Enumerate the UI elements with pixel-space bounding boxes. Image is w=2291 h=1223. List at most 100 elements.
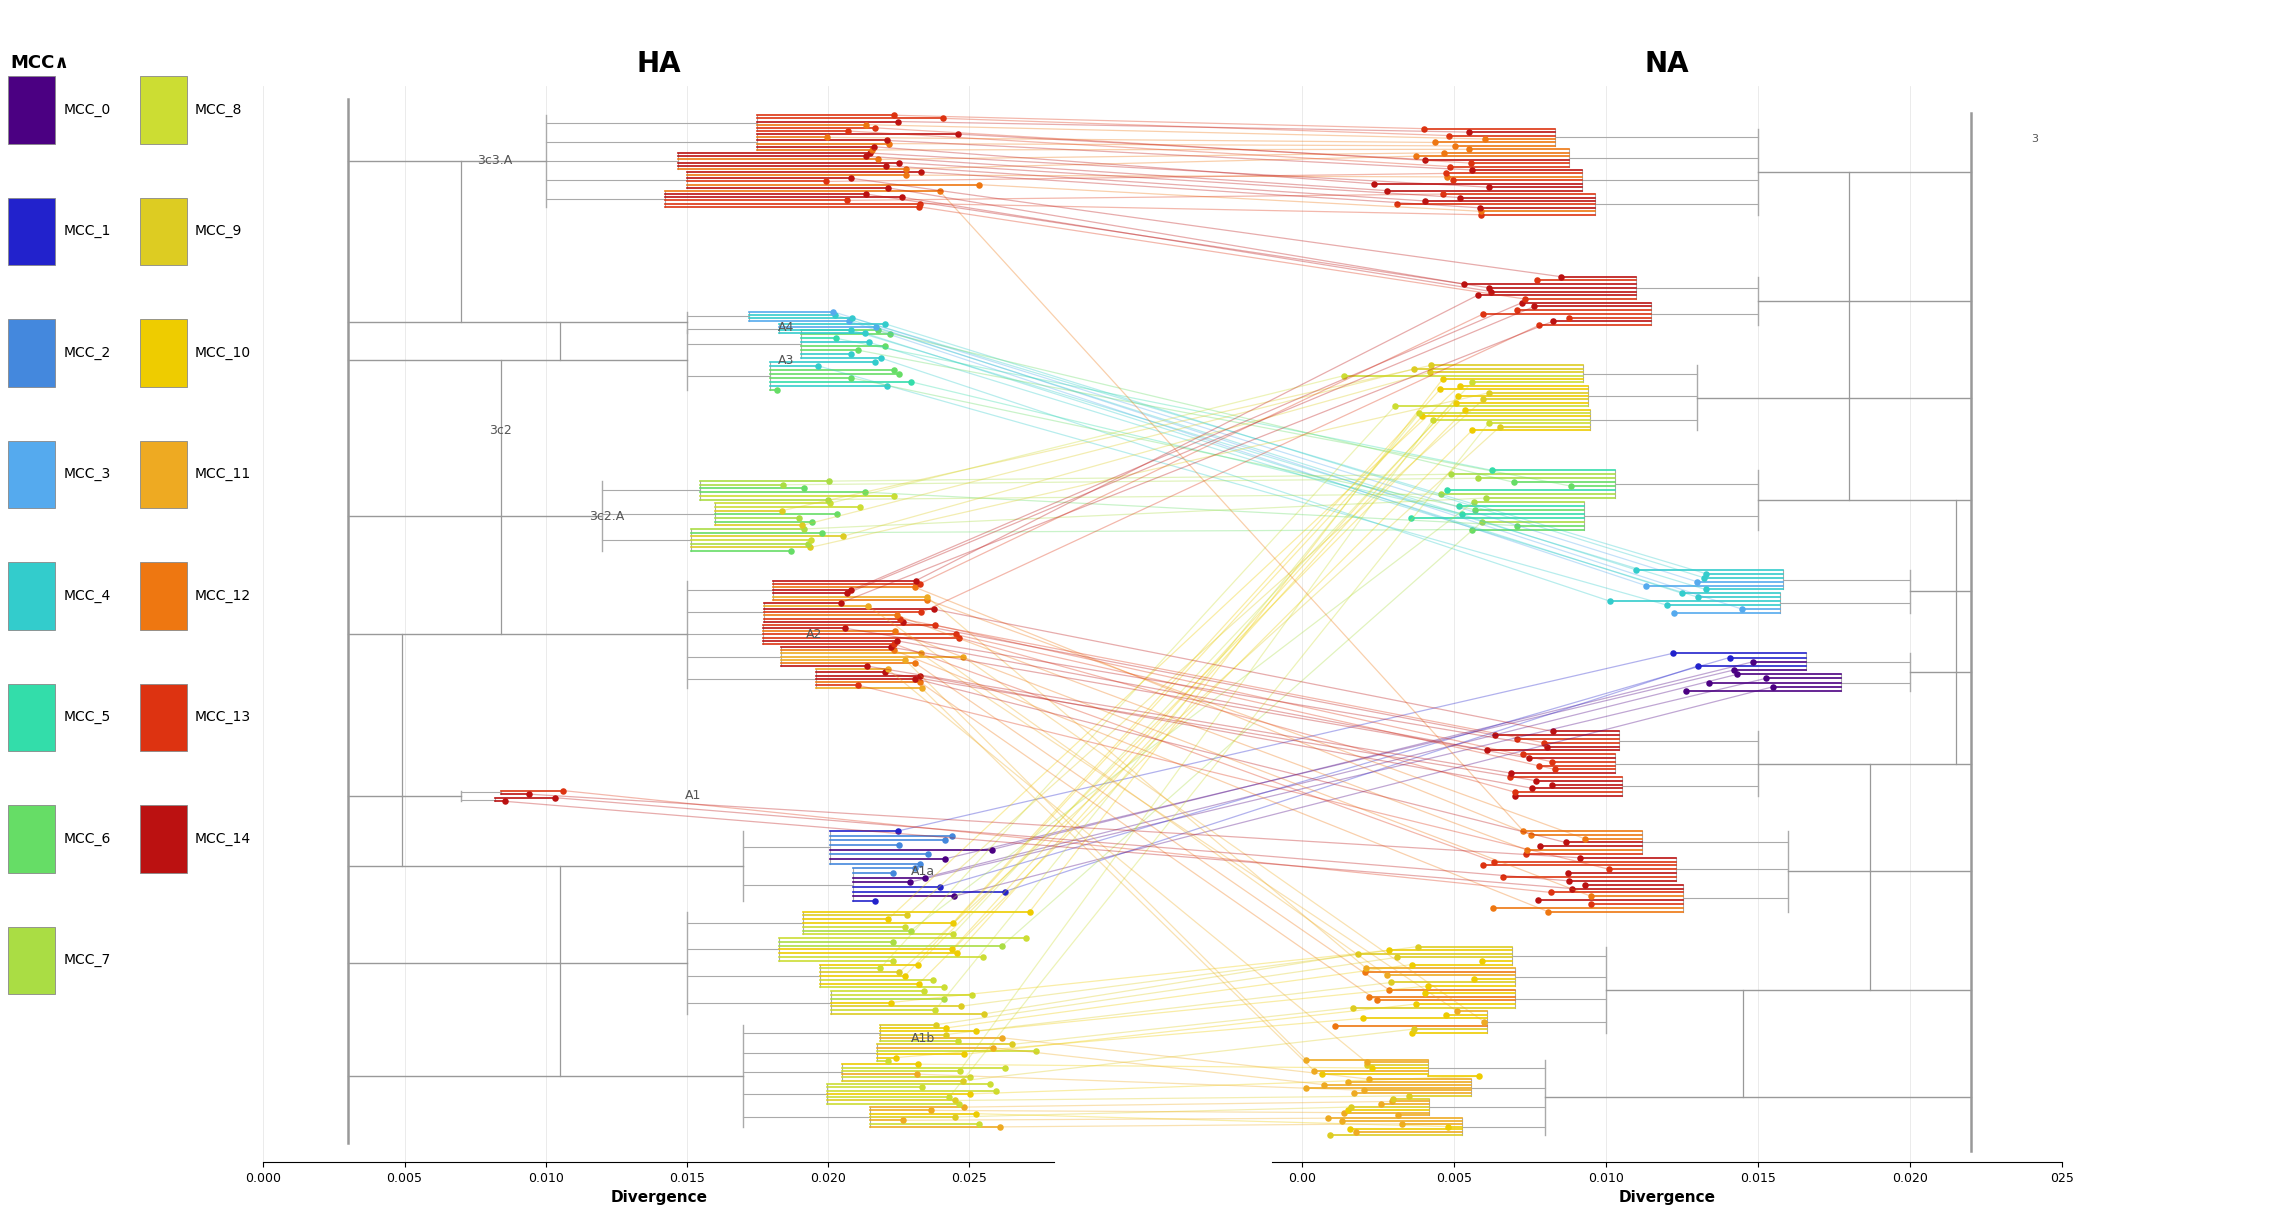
Point	[1688, 564, 1725, 583]
Bar	[140, 563, 188, 630]
Point	[951, 1084, 987, 1103]
Point	[939, 1031, 976, 1051]
Point	[958, 1104, 994, 1124]
Point	[1496, 786, 1533, 806]
Text: MCC_13: MCC_13	[195, 711, 252, 724]
Point	[1441, 375, 1478, 395]
Point	[875, 863, 912, 883]
Point	[887, 917, 923, 937]
Point	[1496, 472, 1533, 492]
Point	[1345, 1009, 1381, 1029]
Point	[1462, 198, 1498, 218]
X-axis label: Divergence: Divergence	[1617, 1190, 1716, 1205]
Point	[868, 155, 905, 175]
Point	[1404, 406, 1441, 426]
Point	[1423, 484, 1459, 504]
Point	[829, 583, 866, 603]
Point	[834, 308, 871, 328]
Point	[946, 1097, 983, 1117]
Point	[958, 1021, 994, 1041]
Point	[1455, 160, 1491, 180]
Point	[898, 571, 935, 591]
Point	[1411, 356, 1448, 375]
Text: MCC_9: MCC_9	[195, 224, 243, 238]
Point	[1567, 829, 1604, 849]
Point	[816, 302, 852, 322]
Point	[900, 955, 937, 975]
Text: MCC∧: MCC∧	[11, 54, 69, 72]
Point	[880, 835, 916, 855]
Point	[942, 1062, 978, 1081]
Point	[1503, 294, 1540, 313]
Point	[1505, 821, 1542, 840]
Point	[877, 621, 914, 641]
Point	[1507, 844, 1544, 863]
Point	[868, 179, 905, 198]
Point	[859, 149, 896, 169]
Point	[900, 574, 937, 593]
Point	[809, 127, 845, 147]
Point	[912, 1101, 948, 1120]
Point	[926, 989, 962, 1009]
Point	[937, 887, 974, 906]
Point	[1288, 1077, 1324, 1097]
Text: MCC_0: MCC_0	[64, 103, 110, 117]
Point	[1686, 567, 1723, 587]
Point	[1310, 1108, 1347, 1128]
Point	[1430, 481, 1466, 500]
Point	[873, 324, 910, 344]
Point	[850, 597, 887, 616]
Point	[1313, 1125, 1349, 1145]
Point	[1430, 126, 1466, 146]
Point	[928, 1025, 965, 1044]
Point	[1432, 465, 1469, 484]
Point	[903, 854, 939, 873]
Point	[1333, 1097, 1370, 1117]
Point	[841, 340, 877, 360]
Point	[1723, 599, 1759, 619]
Point	[1457, 500, 1494, 520]
Point	[1393, 955, 1430, 975]
Point	[1349, 987, 1386, 1007]
Point	[875, 105, 912, 125]
Text: 3c3.A: 3c3.A	[477, 154, 511, 168]
Point	[1551, 863, 1588, 883]
Point	[1008, 928, 1045, 948]
Point	[987, 882, 1024, 901]
Point	[875, 486, 912, 505]
Point	[1734, 652, 1771, 671]
Point	[1519, 270, 1556, 290]
Point	[1347, 963, 1384, 982]
Point	[772, 542, 809, 561]
Point	[1407, 150, 1443, 170]
Point	[848, 482, 884, 501]
Point	[875, 951, 912, 971]
Text: 3c2.A: 3c2.A	[589, 510, 625, 522]
Text: 3: 3	[2032, 135, 2039, 144]
Point	[946, 1044, 983, 1064]
Point	[1370, 181, 1407, 201]
Point	[1469, 741, 1505, 761]
Point	[887, 966, 923, 986]
Point	[1349, 1055, 1386, 1075]
Point	[1592, 592, 1629, 612]
Point	[1393, 1022, 1430, 1042]
Point	[1498, 516, 1535, 536]
Point	[1473, 461, 1510, 481]
Point	[903, 679, 939, 698]
Point	[884, 1110, 921, 1130]
Point	[944, 647, 981, 667]
Point	[1017, 1041, 1054, 1060]
Point	[898, 1064, 935, 1084]
Point	[903, 603, 939, 623]
Point	[1324, 1112, 1361, 1131]
Point	[834, 581, 871, 600]
Point	[873, 637, 910, 657]
Point	[1434, 170, 1471, 190]
Point	[967, 1004, 1003, 1024]
Point	[1512, 826, 1549, 845]
Point	[896, 653, 932, 673]
Point	[910, 589, 946, 609]
Point	[1473, 281, 1510, 301]
Point	[781, 509, 818, 528]
